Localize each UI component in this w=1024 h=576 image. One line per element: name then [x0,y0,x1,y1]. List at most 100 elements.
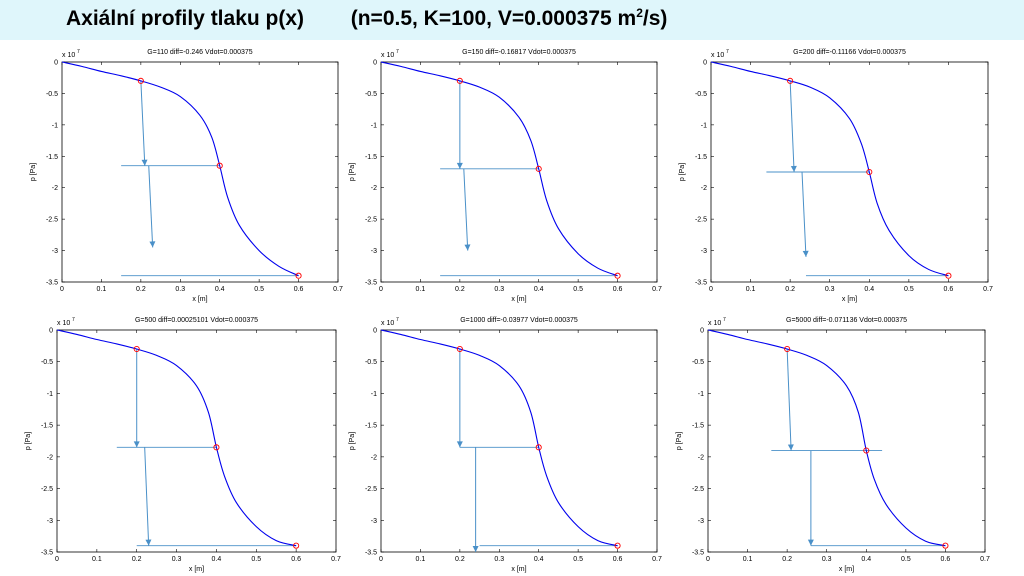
y-tick-label: -1 [701,122,707,129]
y-tick-label: -3.5 [365,280,377,287]
y-tick-label: -1.5 [41,423,53,430]
y-scale-exponent: 7 [396,49,399,55]
y-scale-label: x 10 [708,320,721,327]
x-tick-label: 0.2 [455,556,465,563]
page-title: Axiální profily tlaku p(x) (n=0.5, K=100… [66,6,667,31]
x-tick-label: 0.1 [92,556,102,563]
arrow-head [149,241,156,248]
y-scale-label: x 10 [711,52,724,59]
y-axis-label: p [Pa] [679,163,686,181]
data-marker [216,162,223,169]
x-tick-label: 0 [706,556,710,563]
x-tick-label: 0.2 [455,286,465,293]
arrow-head [790,165,797,172]
x-axis-label: x [m] [511,296,526,303]
y-scale-label: x 10 [381,52,394,59]
x-tick-label: 0.5 [573,286,583,293]
chart-title: G=200 diff=-0.11166 Vdot=0.000375 [793,49,906,56]
title-banner [0,0,1024,40]
arrow-head [807,539,814,546]
title-params: (n=0.5, K=100, V=0.000375 m [350,7,637,30]
y-tick-label: -3.5 [41,550,53,557]
data-marker [293,542,300,549]
y-tick-label: -1.5 [365,423,377,430]
x-tick-label: 0.6 [291,556,301,563]
y-tick-label: -2.5 [365,486,377,493]
x-tick-label: 0.2 [785,286,795,293]
x-tick-label: 0.3 [494,556,504,563]
y-tick-label: -3 [371,248,377,255]
data-marker [863,447,870,454]
y-scale-exponent: 7 [77,49,80,55]
y-axis-label: p [Pa] [349,163,356,181]
y-tick-label: -0.5 [41,359,53,366]
data-marker [137,77,144,84]
data-marker [456,345,463,353]
title-superscript: 2 [636,6,643,20]
arrow [144,447,150,546]
x-tick-label: 0.5 [901,556,911,563]
y-axis-label: p [Pa] [25,432,32,450]
y-tick-label: -2.5 [46,217,58,224]
x-tick-label: 0.3 [172,556,182,563]
x-tick-label: 0.4 [534,556,544,563]
arrow-head [787,444,794,451]
y-tick-label: 0 [54,60,58,67]
y-tick-label: -0.5 [692,359,704,366]
pressure-curve [61,61,299,277]
chart-title: G=500 diff=0.00025101 Vdot=0.000375 [135,317,258,324]
x-axis-label: x [m] [839,566,854,573]
arrow [140,80,146,166]
x-tick-label: 0 [379,556,383,563]
y-tick-label: -1 [371,391,377,398]
y-tick-label: -1 [698,391,704,398]
x-tick-label: 0.1 [416,286,426,293]
plot-area [56,329,337,553]
data-marker [133,345,140,353]
x-axis-label: x [m] [189,566,204,573]
data-marker [614,272,621,279]
x-tick-label: 0 [709,286,713,293]
data-marker [784,345,791,353]
y-tick-label: -2 [52,185,58,192]
data-marker [213,444,220,451]
chart-title: G=150 diff=-0.16817 Vdot=0.000375 [462,49,576,56]
y-tick-label: -3.5 [692,550,704,557]
y-tick-label: -1 [371,122,377,129]
arrow [463,168,469,251]
y-scale-exponent: 7 [726,49,729,55]
x-tick-label: 0.2 [136,286,146,293]
x-tick-label: 0.3 [822,556,832,563]
x-tick-label: 0.4 [864,286,874,293]
x-tick-label: 0.7 [652,556,662,563]
title-end: /s) [642,7,668,30]
y-tick-label: -1.5 [695,154,707,161]
y-tick-label: -2.5 [365,217,377,224]
y-tick-label: 0 [49,328,53,335]
x-tick-label: 0.5 [254,286,264,293]
x-tick-label: 0.2 [132,556,142,563]
arrow [801,171,807,257]
y-tick-label: -3 [47,518,53,525]
y-scale-label: x 10 [57,320,70,327]
x-tick-label: 0.1 [97,286,107,293]
x-tick-label: 0.4 [534,286,544,293]
arrow-head [456,162,463,169]
y-tick-label: -2.5 [692,486,704,493]
pressure-curve [380,329,618,547]
y-axis-label: p [Pa] [30,163,37,181]
y-tick-label: -1 [52,122,58,129]
x-tick-label: 0.7 [652,286,662,293]
data-marker [535,165,542,172]
pressure-curve [380,61,618,277]
chart-title: G=110 diff=-0.246 Vdot=0.000375 [147,49,253,56]
plot-area [61,61,339,283]
data-marker [945,272,952,279]
y-tick-label: -2.5 [41,486,53,493]
arrow-head [456,441,463,448]
arrow-head [802,250,809,257]
